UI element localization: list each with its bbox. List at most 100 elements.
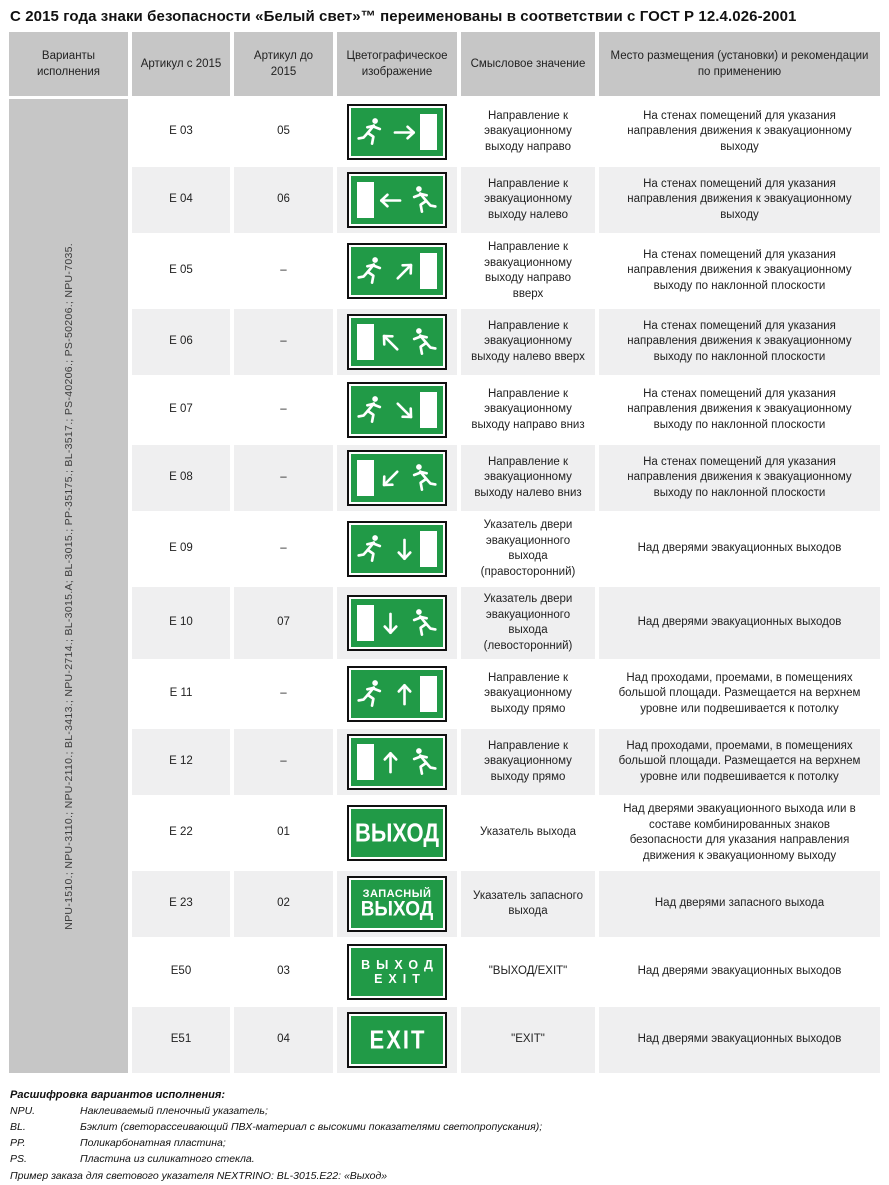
table-body: NPU-1510.; NPU-3110.; NPU-2110.; BL-3413… [9,99,880,1074]
meaning-cell: Направление к эвакуационному выходу нале… [461,167,595,233]
arrow-up-right-icon [395,263,412,280]
article-since-2015-cell: Е 04 [132,167,230,233]
article-since-2015-cell: Е 05 [132,235,230,308]
running-man-icon [412,186,437,213]
legend-definition: Бэклит (светорассеивающий ПВХ-материал с… [80,1121,543,1133]
legend-term: BL. [10,1121,26,1133]
sign-text-line: EXIT [369,1024,427,1055]
legend-row: PS. Пластина из силикатного стекла. [10,1152,880,1168]
article-before-2015-cell: 05 [234,99,333,165]
table-row: Е51 04 EXIT "EXIT" Над дверями эвакуационных… [132,1007,880,1074]
table-rows: Е 03 05 Направление к эвакуационному выхо… [132,99,880,1074]
sign-cell [337,377,457,444]
meaning-cell: Направление к эвакуационному выходу напр… [461,377,595,444]
running-man-icon [357,257,382,284]
article-before-2015-cell: 04 [234,1007,333,1074]
running-man-icon [357,535,382,563]
sign-image [347,104,447,160]
article-since-2015-cell: Е 12 [132,729,230,796]
table-row: Е 07– Направление к эвакуационному выход… [132,377,880,444]
sign-image [347,666,447,723]
sign-image [347,595,447,652]
sign-cell: EXIT [337,1007,457,1074]
article-since-2015-cell: Е51 [132,1007,230,1074]
article-since-2015-cell: Е 06 [132,309,230,376]
sign-image [347,382,447,439]
door-icon [420,114,437,150]
signs-table: Варианты исполнения Артикул с 2015 Артик… [9,32,880,1074]
placement-cell: Над дверями эвакуационных выходов [599,587,880,660]
table-row: Е 04 06 Направление к эвакуационному выхо… [132,167,880,233]
legend-title: Расшифровка вариантов исполнения: [10,1089,226,1102]
placement-cell: Над проходами, проемами, в помещениях бо… [599,729,880,796]
legend-term: PS. [10,1152,27,1165]
sign-image [347,314,447,371]
placement-cell: На стенах помещений для указания направл… [599,377,880,444]
sign-text-line: ВЫХОД [361,957,439,972]
legend-row: PP. Поликарбонатная пластина; [10,1136,880,1152]
article-since-2015-cell: Е 07 [132,377,230,444]
sign-image [347,450,447,507]
sign-text-line: ВЫХОД [360,897,434,922]
placement-cell: Над дверями эвакуационного выхода или в … [599,797,880,870]
placement-cell: Над дверями запасного выхода [599,871,880,938]
arrow-up-icon [382,751,398,774]
sign-cell [337,729,457,796]
article-before-2015-cell: – [234,513,333,586]
running-man-icon [357,396,382,424]
article-before-2015-cell: – [234,661,333,728]
table-row: Е 22 01 ВЫХОД Указатель выхода Над дверями э… [132,797,880,870]
sign-cell [337,167,457,233]
order-example: Пример заказа для светового указателя NE… [10,1170,388,1183]
arrow-down-icon [396,538,412,560]
arrow-right-icon [393,124,415,140]
sign-text-line: ЗАПАСНЫЙ [362,888,432,901]
article-before-2015-cell: 07 [234,587,333,660]
article-since-2015-cell: Е 11 [132,661,230,728]
sign-image [347,521,447,578]
article-before-2015-cell: 06 [234,167,333,233]
sign-cell: ЗАПАСНЫЙ ВЫХОД [337,871,457,938]
article-since-2015-cell: Е50 [132,939,230,1006]
header-meaning: Смысловое значение [461,32,595,96]
running-man-icon [357,680,382,708]
placement-cell: На стенах помещений для указания направл… [599,309,880,376]
table-header-row: Варианты исполнения Артикул с 2015 Артик… [9,32,880,96]
header-sign-image: Цветографическое изображение [337,32,457,96]
variants-codes-rotated-text: NPU-1510.; NPU-3110.; NPU-2110.; BL-3413… [62,242,75,930]
running-man-icon [412,609,437,637]
placement-cell: Над дверями эвакуационных выходов [599,1007,880,1074]
sign-image [347,243,447,300]
door-icon [357,460,374,497]
legend-term: NPU. [10,1105,36,1118]
article-before-2015-cell: – [234,309,333,376]
header-article-before-2015: Артикул до 2015 [234,32,333,96]
placement-cell: На стенах помещений для указания направл… [599,167,880,233]
article-before-2015-cell: 01 [234,797,333,870]
door-icon [420,531,437,568]
table-row: Е 09– Указатель двери эвакуационного вых… [132,513,880,586]
sign-text-line: EXIT [374,972,426,987]
placement-cell: На стенах помещений для указания направл… [599,445,880,512]
placement-cell: Над дверями эвакуационных выходов [599,513,880,586]
meaning-cell: Направление к эвакуационному выходу напр… [461,99,595,165]
sign-image: ВЫХОД EXIT [347,944,447,1001]
door-icon [420,676,437,713]
door-icon [357,605,374,642]
legend-definition: Поликарбонатная пластина; [80,1136,226,1149]
sign-cell: ВЫХОД EXIT [337,939,457,1006]
legend-row: NPU. Наклеиваемый пленочный указатель; [10,1104,880,1120]
meaning-cell: Направление к эвакуационному выходу нале… [461,445,595,512]
meaning-cell: Направление к эвакуационному выходу напр… [461,235,595,308]
footer-legend: Расшифровка вариантов исполнения: NPU. На… [10,1089,880,1185]
legend-term: PP. [10,1136,26,1149]
table-row: Е 12– Направление к эвакуационному выход… [132,729,880,796]
article-before-2015-cell: – [234,235,333,308]
arrow-down-right-icon [395,401,412,418]
table-row: Е50 03 ВЫХОД EXIT "ВЫХОД/EXIT" Над дверями эв… [132,939,880,1006]
article-since-2015-cell: Е 10 [132,587,230,660]
arrow-down-icon [382,612,398,634]
table-row: Е 06– Направление к эвакуационному выход… [132,309,880,376]
sign-image: EXIT [347,1012,447,1069]
